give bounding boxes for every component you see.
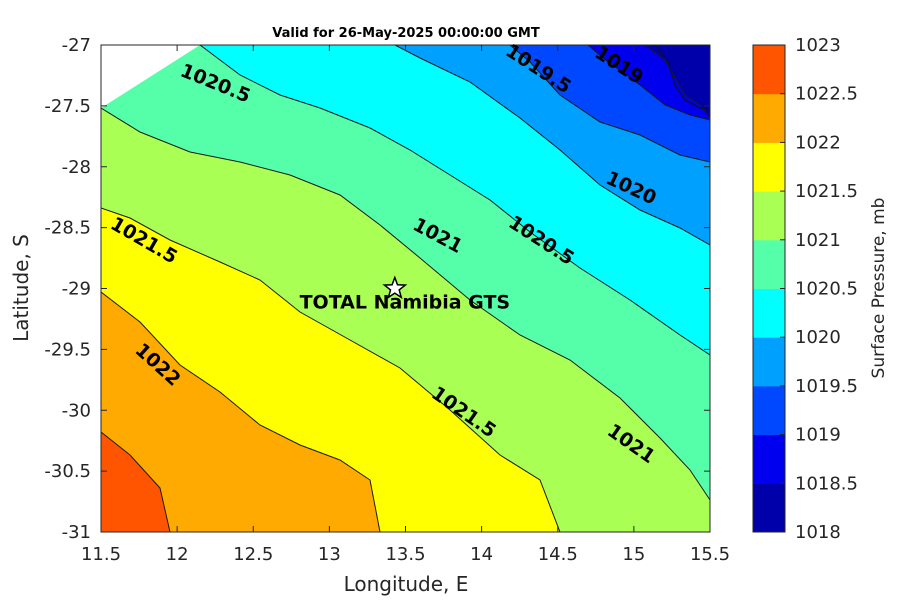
- contour-band-1021.5-1022: [101, 208, 560, 532]
- x-tick-label: 15: [622, 544, 645, 565]
- colorbar-title: Surface Pressure, mb: [869, 198, 889, 379]
- contour-band-1020.5-1021: [101, 45, 710, 500]
- x-axis-title: Longitude, E: [344, 572, 469, 596]
- y-axis-title: Latitude, S: [9, 234, 33, 342]
- contour-band-1019.5-1020: [395, 45, 710, 245]
- contour-band-1021-1021.5: [101, 108, 710, 532]
- colorbar-tick-label: 1020.5: [795, 279, 858, 300]
- y-tick-label: -31: [62, 522, 91, 543]
- y-tick-label: -27.5: [44, 96, 91, 117]
- x-tick-label: 14: [470, 544, 493, 565]
- colorbar-tick-label: 1018: [795, 522, 841, 543]
- contour-line-1019.5: [509, 45, 710, 163]
- contour-line-1020: [394, 45, 710, 246]
- colorbar-swatch: [753, 93, 785, 143]
- y-axis: -27 -27.5 -28 -28.5 -29 -29.5 -30 -30.5 -31: [44, 35, 710, 543]
- chart-title: Valid for 26-May-2025 00:00:00 GMT: [272, 26, 540, 41]
- x-axis: 11.5 12 12.5 13 13.5 14 14.5 15 15.5: [81, 45, 730, 565]
- site-marker-group: TOTAL Namibia GTS: [300, 275, 511, 314]
- contour-band-1019-1019.5: [510, 45, 710, 162]
- contour-line-1021.5: [101, 207, 561, 532]
- y-tick-label: -29.5: [44, 339, 91, 360]
- y-tick-label: -30.5: [44, 461, 91, 482]
- contour-line-1018.5: [644, 45, 710, 119]
- colorbar-tick-label: 1022.5: [795, 84, 858, 105]
- colorbar-tick-label: 1018.5: [795, 473, 858, 494]
- x-tick-label: 14.5: [538, 544, 578, 565]
- colorbar-tick-label: 1021.5: [795, 181, 858, 202]
- colorbar-swatch: [753, 385, 785, 436]
- x-tick-label: 15.5: [690, 544, 730, 565]
- y-tick-label: -28: [62, 157, 91, 178]
- contour-band-1022-1022.5: [101, 292, 380, 532]
- colorbar-tick-label: 1019.5: [795, 376, 858, 397]
- x-tick-label: 12: [166, 544, 189, 565]
- colorbar-swatch: [753, 45, 785, 95]
- colorbar: 1023 1022.5 1022 1021.5 1021 1020.5 1020 1019.5…: [752, 35, 858, 543]
- contour-line-1022.5: [101, 431, 171, 532]
- contour-line-1021: [101, 107, 710, 501]
- contour-line-1019: [587, 45, 710, 121]
- x-tick-label: 12.5: [233, 544, 273, 565]
- colorbar-tick-label: 1019: [795, 425, 841, 446]
- colorbar-swatch: [753, 288, 785, 338]
- contour-band-1020-1020.5: [200, 45, 710, 355]
- contour-fill-layer: [101, 45, 710, 532]
- colorbar-swatch: [753, 483, 785, 533]
- y-tick-label: -30: [62, 400, 91, 421]
- contour-band-1022.5-1023: [101, 432, 710, 532]
- coastline: [654, 45, 710, 111]
- contour-band-1018.5-1019: [588, 45, 710, 120]
- colorbar-swatch: [753, 337, 785, 387]
- x-tick-label: 11.5: [81, 544, 121, 565]
- site-star-icon: [382, 275, 408, 300]
- colorbar-tick-label: 1023: [795, 35, 841, 56]
- colorbar-tick-label: 1020: [795, 327, 841, 348]
- colorbar-tick-label: 1021: [795, 230, 841, 251]
- y-tick-label: -27: [62, 35, 91, 56]
- y-tick-label: -29: [62, 279, 91, 300]
- contour-line-1022: [101, 291, 381, 532]
- colorbar-swatch: [753, 191, 785, 241]
- x-tick-label: 13: [318, 544, 341, 565]
- colorbar-swatch: [753, 239, 785, 289]
- colorbar-tick-label: 1022: [795, 132, 841, 153]
- colorbar-swatch: [753, 434, 785, 484]
- colorbar-swatch: [753, 142, 785, 192]
- site-label: TOTAL Namibia GTS: [300, 292, 511, 314]
- contour-line-1020.5: [199, 45, 710, 356]
- contour-line-layer: [101, 45, 710, 532]
- x-tick-label: 13.5: [385, 544, 425, 565]
- y-tick-label: -28.5: [44, 218, 91, 239]
